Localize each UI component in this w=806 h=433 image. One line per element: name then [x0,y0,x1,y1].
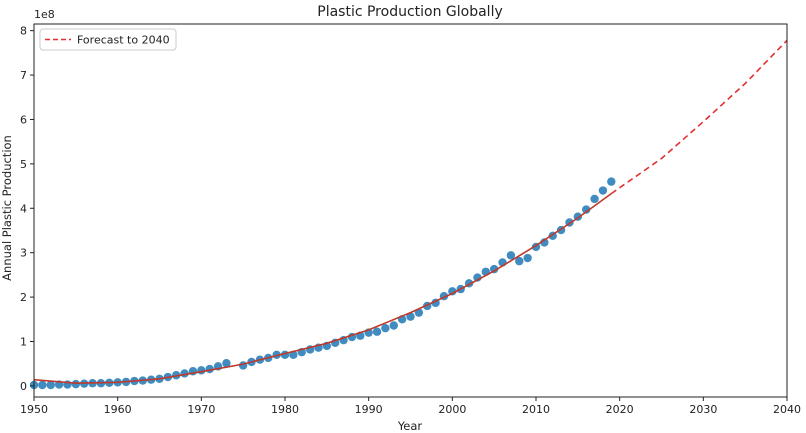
x-tick-label: 2000 [438,403,466,416]
data-point [381,323,390,333]
x-axis-label: Year [397,419,423,433]
x-tick-label: 2040 [773,403,801,416]
y-tick-label: 8 [20,25,27,38]
plot-area [29,39,788,390]
x-tick-label: 1960 [104,403,132,416]
y-tick-label: 6 [20,113,27,126]
data-point [71,379,81,389]
x-axis-ticks: 1950 1960 1970 1980 1990 2000 2010 2020 2030 2040 [20,397,801,416]
legend: Forecast to 2040 [39,28,177,51]
data-point [582,205,591,214]
y-tick-label: 3 [20,247,27,260]
data-point [222,359,231,368]
data-point [448,287,457,296]
legend-label-forecast: Forecast to 2040 [77,34,170,47]
plot-frame [33,23,788,398]
y-axis-ticks: 0 1 2 3 4 5 6 7 8 [20,25,34,393]
x-tick-label: 1980 [271,403,299,416]
y-tick-label: 4 [20,202,27,215]
trend-line [33,192,612,385]
data-point [46,380,55,390]
forecast-line [610,39,788,195]
data-point [515,256,524,266]
data-point [372,327,382,336]
data-point [523,253,532,263]
x-tick-label: 1950 [20,403,48,416]
data-point [598,186,608,195]
x-tick-label: 1970 [187,403,215,416]
data-point [238,361,248,370]
data-point [540,238,549,247]
legend-box [39,28,177,51]
data-point [389,321,398,330]
data-point [406,312,415,321]
x-tick-label: 2020 [606,403,634,416]
y-axis-label: Annual Plastic Production [0,135,14,281]
x-tick-label: 2030 [689,403,717,416]
x-tick-label: 2010 [522,403,550,416]
y-tick-label: 7 [20,69,27,82]
data-point [506,251,516,260]
y-tick-label: 5 [20,158,27,171]
y-tick-label: 1 [20,335,27,348]
y-tick-label: 2 [20,291,27,304]
y-tick-label: 0 [20,380,27,393]
chart-title: Plastic Production Globally [317,4,503,20]
y-offset-label: 1e8 [34,8,55,21]
data-point [590,194,599,204]
data-point [38,380,47,390]
data-point [607,177,616,186]
x-tick-label: 1990 [355,403,383,416]
